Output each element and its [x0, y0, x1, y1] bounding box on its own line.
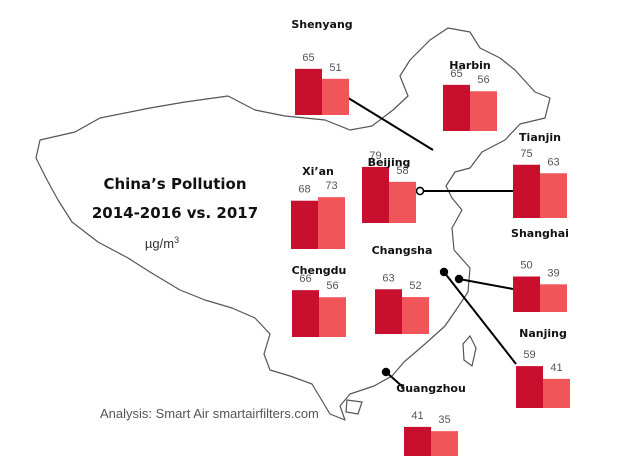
- bar-harbin-2017: [470, 91, 497, 131]
- value-label-guangzhou-2014-2016: 41: [411, 410, 423, 422]
- bar-tianjin-2017: [540, 173, 567, 218]
- city-label-shenyang: Shenyang: [291, 18, 352, 31]
- city-label-chengdu: Chengdu: [292, 264, 347, 277]
- value-label-xian-2014-2016: 68: [298, 184, 310, 196]
- city-label-beijing: Beijing: [368, 156, 411, 169]
- unit-superscript: 3: [174, 235, 179, 245]
- value-label-shenyang-2017: 51: [329, 62, 341, 74]
- value-label-chengdu-2014-2016: 66: [299, 273, 311, 285]
- credit-text: Analysis: Smart Air smartairfilters.com: [100, 406, 319, 421]
- connectors: [340, 91, 517, 389]
- hainan-outline: [345, 399, 363, 415]
- bar-changsha-2014-2016: [375, 289, 402, 334]
- value-label-nanjing-2014-2016: 59: [523, 349, 535, 361]
- taiwan-outline: [462, 334, 477, 368]
- connector-line-nanjing: [443, 271, 517, 365]
- chart-subtitle: 2014-2016 vs. 2017: [92, 204, 258, 222]
- city-label-changsha: Changsha: [372, 244, 433, 257]
- value-label-xian-2017: 73: [325, 180, 337, 192]
- value-label-harbin-2014-2016: 65: [450, 68, 462, 80]
- value-label-harbin-2017: 56: [477, 74, 489, 86]
- bar-guangzhou-2014-2016: [404, 426, 431, 456]
- city-dot-nanjing: [439, 267, 449, 277]
- value-label-guangzhou-2017: 35: [438, 414, 450, 426]
- bar-changsha-2017: [402, 297, 429, 334]
- bar-nanjing-2017: [543, 378, 570, 408]
- bar-guangzhou-2017: [431, 431, 458, 456]
- bar-beijing-2014-2016: [362, 166, 389, 223]
- bar-chengdu-2017: [319, 297, 346, 337]
- bar-xian-2014-2016: [291, 200, 318, 249]
- value-label-beijing-2014-2016: 79: [369, 150, 381, 162]
- bar-shanghai-2014-2016: [513, 276, 540, 312]
- city-label-shanghai: Shanghai: [511, 227, 569, 240]
- connector-line-shenyang: [344, 95, 434, 151]
- city-label-xian: Xi’an: [302, 165, 334, 178]
- labels-layer: 65 51 Shenyang 65 56 Harbin 75 63 Tianjin 79 58Bei…: [291, 18, 569, 426]
- value-label-shenyang-2014-2016: 65: [302, 52, 314, 64]
- bar-xian-2017: [318, 197, 345, 249]
- unit-label: µg/m3: [145, 235, 179, 251]
- bar-beijing-2017: [389, 181, 416, 223]
- bars-layer: [291, 68, 570, 456]
- bar-chengdu-2014-2016: [292, 290, 319, 337]
- city-dot-beijing: [415, 186, 425, 196]
- city-label-nanjing: Nanjing: [519, 327, 567, 340]
- city-label-guangzhou: Guangzhou: [396, 382, 466, 395]
- city-dot-shanghai: [454, 274, 464, 284]
- bar-shenyang-2017: [322, 78, 349, 115]
- value-label-changsha-2014-2016: 63: [382, 272, 394, 284]
- value-label-chengdu-2017: 56: [326, 280, 338, 292]
- value-label-beijing-2017: 58: [396, 165, 408, 177]
- unit-text: µg/m: [145, 236, 174, 251]
- bar-shanghai-2017: [540, 284, 567, 312]
- value-label-tianjin-2017: 63: [547, 156, 559, 168]
- bar-tianjin-2014-2016: [513, 164, 540, 218]
- value-label-shanghai-2014-2016: 50: [520, 260, 532, 272]
- connector-line-shanghai: [458, 278, 514, 290]
- value-label-shanghai-2017: 39: [547, 267, 559, 279]
- value-label-nanjing-2017: 41: [550, 362, 562, 374]
- bar-harbin-2014-2016: [443, 84, 470, 131]
- value-label-changsha-2017: 52: [409, 280, 421, 292]
- city-label-harbin: Harbin: [449, 59, 491, 72]
- chart-title: China’s Pollution: [103, 175, 246, 193]
- value-label-tianjin-2014-2016: 75: [520, 148, 532, 160]
- city-label-tianjin: Tianjin: [519, 131, 561, 144]
- bar-nanjing-2014-2016: [516, 366, 543, 408]
- city-dot-guangzhou: [381, 367, 391, 377]
- bar-shenyang-2014-2016: [295, 68, 322, 115]
